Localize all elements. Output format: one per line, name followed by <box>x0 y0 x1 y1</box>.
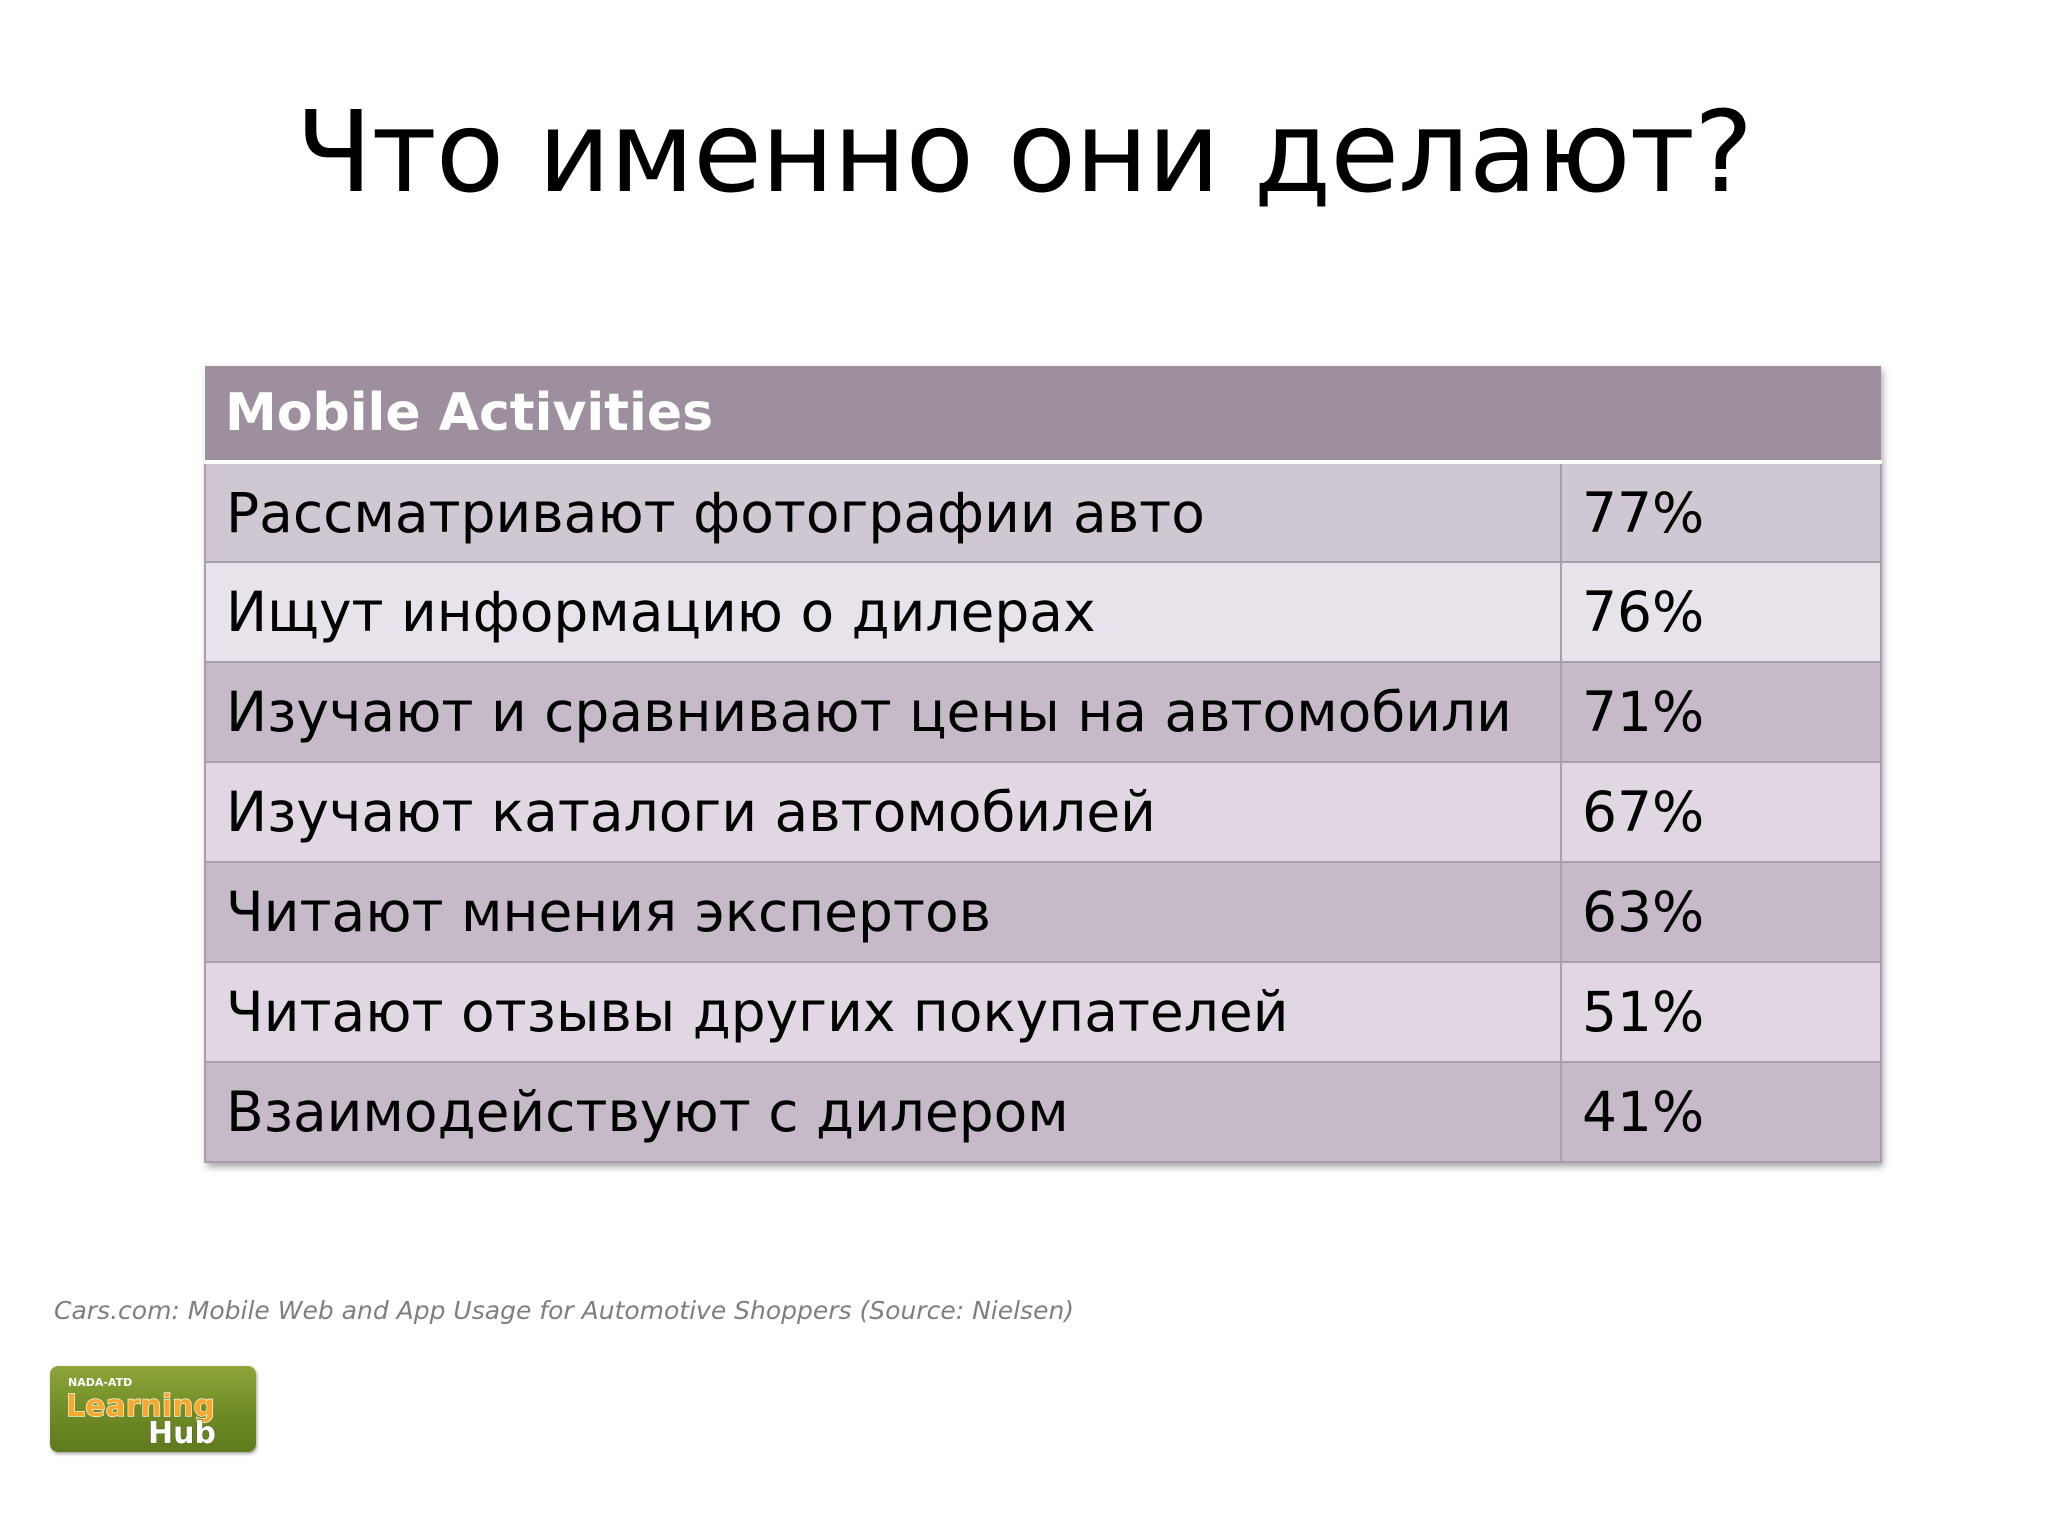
percent-cell: 71% <box>1560 661 1882 763</box>
percent-cell: 76% <box>1560 561 1882 663</box>
source-citation: Cars.com: Mobile Web and App Usage for A… <box>54 1296 1075 1325</box>
activity-cell: Читают мнения экспертов <box>204 861 1562 963</box>
table-header-row: Mobile Activities <box>205 366 1881 464</box>
table-row: Взаимодействуют с дилером 41% <box>204 1061 1882 1163</box>
table-row: Читают отзывы других покупателей 51% <box>204 961 1882 1063</box>
learning-hub-logo-graphic: NADA-ATD Learning Hub <box>65 1376 216 1452</box>
activity-cell: Взаимодействуют с дилером <box>204 1061 1562 1163</box>
activity-cell: Читают отзывы других покупателей <box>204 961 1562 1063</box>
activity-cell: Рассматривают фотографии авто <box>204 461 1562 563</box>
slide-title: Что именно они делают? <box>295 88 1754 218</box>
table-row: Ищут информацию о дилерах 76% <box>204 561 1882 663</box>
percent-cell: 51% <box>1560 961 1882 1063</box>
table-row: Изучают и сравнивают цены на автомобили … <box>204 661 1882 763</box>
percent-cell: 63% <box>1560 861 1882 963</box>
percent-cell: 41% <box>1560 1061 1882 1163</box>
table-row: Рассматривают фотографии авто 77% <box>204 461 1882 563</box>
table-header: Mobile Activities <box>205 366 1881 464</box>
logo-line3: Hub <box>148 1416 216 1451</box>
percent-cell: 67% <box>1560 761 1882 863</box>
logo-line2: Learning <box>66 1389 215 1424</box>
activity-cell: Ищут информацию о дилерах <box>204 561 1562 663</box>
percent-cell: 77% <box>1560 461 1882 563</box>
mobile-activities-table: Mobile Activities Рассматривают фотограф… <box>204 366 1882 1163</box>
activity-cell: Изучают и сравнивают цены на автомобили <box>204 661 1562 763</box>
table-row: Изучают каталоги автомобилей 67% <box>204 761 1882 863</box>
logo-line1: NADA-ATD <box>68 1376 132 1389</box>
learning-hub-logo: NADA-ATD Learning Hub <box>50 1366 256 1452</box>
activities-table: Mobile Activities Рассматривают фотограф… <box>204 366 1882 1163</box>
activity-cell: Изучают каталоги автомобилей <box>204 761 1562 863</box>
table-row: Читают мнения экспертов 63% <box>204 861 1882 963</box>
